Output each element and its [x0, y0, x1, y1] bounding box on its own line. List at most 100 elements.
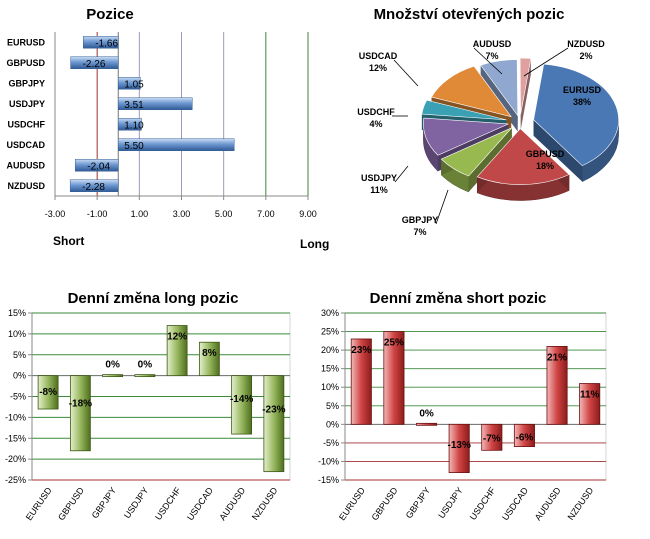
y-tick-label: 10%	[321, 382, 339, 392]
bar-usdjpy	[448, 423, 470, 473]
y-tick-label: 30%	[321, 308, 339, 318]
x-category-label: GBPJPY	[90, 485, 119, 520]
pie-slice-gbpjpy	[440, 127, 513, 177]
bar-value-label: -7%	[483, 434, 501, 445]
x-category-label: USDJPY	[122, 485, 151, 520]
short-change-title: Denní změna short pozic	[370, 290, 547, 307]
bar-value-label: -23%	[262, 405, 285, 416]
positions-category-label: EURUSD	[7, 37, 46, 47]
bar-value-label: 21%	[547, 352, 567, 363]
pie-leader-line	[435, 189, 449, 225]
bar-gbpusd	[383, 331, 405, 425]
x-category-label: GBPUSD	[370, 485, 400, 522]
positions-x-tick-label: 5.00	[215, 209, 233, 219]
x-category-label: AUDUSD	[217, 485, 247, 522]
bar-value-label: -6%	[516, 433, 534, 444]
x-category-label: GBPUSD	[56, 485, 86, 522]
positions-bar-eurusd	[83, 36, 119, 49]
positions-category-label: USDCHF	[8, 119, 46, 129]
positions-value-label: 1.10	[124, 120, 144, 131]
pie-leader-line	[523, 47, 569, 77]
bar-gbpjpy	[416, 422, 438, 426]
bar-usdchf	[481, 423, 503, 451]
positions-category-label: GBPJPY	[8, 78, 45, 88]
pie-title: Množství otevřených pozic	[374, 6, 565, 23]
pie-leader-line	[393, 59, 419, 87]
positions-category-label: USDCAD	[6, 140, 45, 150]
pie-label-name: EURUSD	[563, 85, 602, 95]
positions-value-label: 1.05	[124, 79, 144, 90]
bar-value-label: 0%	[419, 408, 434, 419]
x-category-label: GBPJPY	[404, 485, 433, 520]
positions-x-tick-label: -1.00	[87, 209, 108, 219]
y-tick-label: -25%	[5, 475, 26, 485]
x-category-label: USDJPY	[436, 485, 465, 520]
pie-slice-usdcad	[431, 65, 512, 118]
bar-usdjpy	[134, 374, 156, 378]
positions-bar-usdcad	[118, 138, 235, 151]
pie-label-name: USDCAD	[359, 51, 398, 61]
pie-label-value: 18%	[536, 161, 554, 171]
bar-value-label: -14%	[230, 394, 253, 405]
positions-value-label: 5.50	[124, 141, 144, 152]
pie-slice-nzdusd	[519, 57, 532, 115]
pie-label-value: 11%	[370, 185, 388, 195]
pie-slice-audusd	[480, 59, 519, 117]
pie-label-value: 7%	[485, 51, 498, 61]
y-tick-label: 0%	[326, 419, 339, 429]
bar-value-label: 11%	[580, 390, 600, 401]
pie-slice-eurusd	[533, 63, 619, 167]
y-tick-label: 5%	[13, 350, 26, 360]
positions-x-tick-label: 3.00	[173, 209, 191, 219]
y-tick-label: 10%	[8, 329, 26, 339]
bar-value-label: 8%	[202, 348, 217, 359]
x-category-label: NZDUSD	[250, 485, 280, 522]
positions-x-tick-label: 1.00	[131, 209, 149, 219]
bar-usdcad	[198, 341, 220, 377]
long-change-chart: Denní změna long pozic -25% -20% -15% -10% -…	[5, 290, 291, 522]
short-label: Short	[53, 234, 84, 248]
y-tick-label: 0%	[13, 371, 26, 381]
y-tick-label: 5%	[326, 401, 339, 411]
x-category-label: EURUSD	[337, 485, 367, 522]
x-category-label: NZDUSD	[566, 485, 596, 522]
long-label: Long	[300, 237, 329, 251]
positions-category-label: AUDUSD	[6, 160, 45, 170]
positions-value-label: -1.66	[95, 38, 118, 49]
positions-bar-gbpjpy	[118, 77, 141, 90]
positions-title: Pozice	[86, 6, 134, 23]
pie-label-value: 2%	[579, 51, 592, 61]
bar-value-label: -13%	[448, 440, 471, 451]
positions-value-label: 3.51	[124, 100, 144, 111]
y-tick-label: 15%	[321, 364, 339, 374]
pie-slice-gbpusd	[476, 128, 570, 185]
positions-bar-usdchf	[118, 118, 142, 131]
y-tick-label: 15%	[8, 308, 26, 318]
pie-slice-side-eurusd	[533, 119, 583, 182]
positions-value-label: -2.26	[83, 59, 106, 70]
long-change-title: Denní změna long pozic	[68, 290, 239, 307]
bar-gbpjpy	[102, 374, 124, 378]
positions-category-label: USDJPY	[9, 99, 45, 109]
y-tick-label: 20%	[321, 345, 339, 355]
short-change-chart: Denní změna short pozic -15% -10% -5% 0% 5% 1…	[318, 290, 607, 522]
bar-value-label: 25%	[384, 338, 404, 349]
positions-bar-gbpusd	[70, 56, 119, 69]
bar-gbpusd	[69, 375, 91, 452]
positions-bar-usdjpy	[118, 97, 193, 110]
pie-slice-usdjpy	[423, 117, 509, 156]
positions-bar-audusd	[74, 159, 119, 172]
bar-value-label: -18%	[69, 399, 92, 410]
pie-label-value: 7%	[413, 227, 426, 237]
open-positions-pie-chart: Množství otevřených pozic EURUSD 38% GBPUS…	[357, 6, 619, 237]
positions-value-label: -2.04	[87, 161, 110, 172]
y-tick-label: -20%	[5, 454, 26, 464]
pie-label-name: NZDUSD	[567, 39, 605, 49]
bar-value-label: -8%	[39, 387, 57, 398]
x-category-label: USDCAD	[500, 485, 530, 522]
bar-nzdusd	[263, 375, 285, 473]
bar-value-label: 12%	[167, 332, 187, 343]
pie-label-name: GBPUSD	[526, 149, 565, 159]
pie-leader-line	[473, 47, 503, 75]
